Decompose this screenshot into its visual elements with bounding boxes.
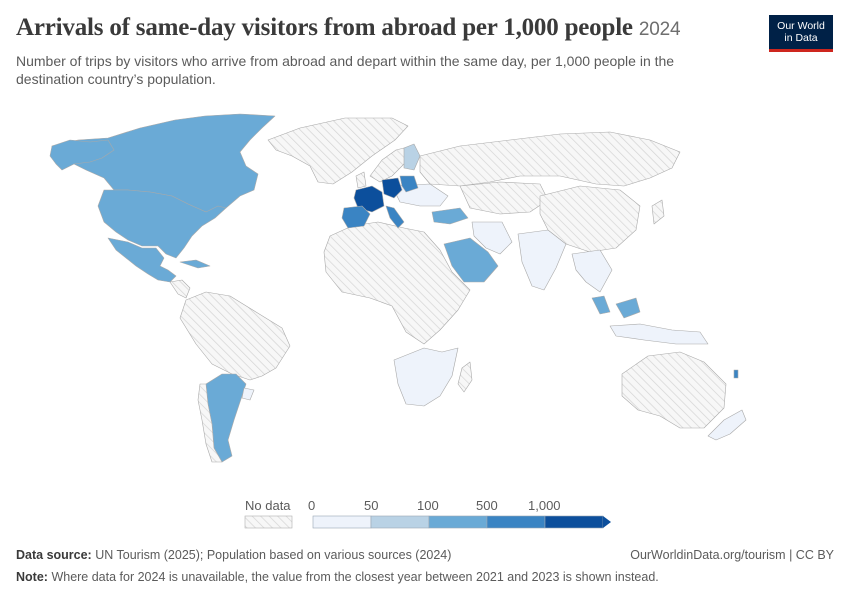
- region-africa-south[interactable]: [393, 347, 459, 407]
- region-turkey[interactable]: [431, 207, 469, 225]
- legend-arrow: [603, 516, 611, 528]
- region-finland[interactable]: [403, 143, 421, 171]
- region-fiji[interactable]: [733, 369, 739, 379]
- legend-tick-2: 100: [417, 498, 439, 513]
- legend-no-data-label: No data: [245, 498, 291, 513]
- chart-title: Arrivals of same-day visitors from abroa…: [16, 14, 681, 42]
- title-year: 2024: [638, 19, 681, 40]
- footer-site-link[interactable]: OurWorldinData.org/tourism | CC BY: [630, 548, 834, 562]
- region-russia[interactable]: [419, 131, 681, 187]
- region-uruguay[interactable]: [241, 387, 255, 401]
- legend-tick-4: 1,000: [528, 498, 561, 513]
- note-text: Where data for 2024 is unavailable, the …: [51, 570, 659, 584]
- chart-subtitle: Number of trips by visitors who arrive f…: [16, 53, 675, 87]
- region-madagascar[interactable]: [457, 361, 473, 393]
- region-uk[interactable]: [355, 171, 367, 189]
- region-alaska[interactable]: [49, 139, 115, 171]
- region-saudi-arabia[interactable]: [443, 237, 499, 283]
- legend-bin-3: [486, 515, 546, 529]
- region-poland[interactable]: [399, 175, 419, 193]
- region-spain[interactable]: [341, 205, 371, 229]
- region-central-asia[interactable]: [459, 181, 549, 215]
- owid-logo[interactable]: Our World in Data: [769, 15, 833, 52]
- source-label: Data source:: [16, 548, 92, 562]
- logo-line-1: Our World: [777, 20, 825, 32]
- world-map: [49, 113, 747, 463]
- note-label: Note:: [16, 570, 48, 584]
- region-france[interactable]: [353, 185, 385, 213]
- legend-tick-0: 0: [308, 498, 316, 513]
- region-united-states[interactable]: [97, 189, 227, 259]
- region-china[interactable]: [539, 185, 641, 253]
- region-chile[interactable]: [197, 383, 223, 463]
- legend-tick-1: 50: [364, 498, 379, 513]
- legend-bin-0: [312, 515, 372, 529]
- footer-note: Note: Where data for 2024 is unavailable…: [16, 570, 659, 584]
- region-greenland[interactable]: [267, 117, 409, 185]
- region-italy[interactable]: [385, 205, 405, 229]
- region-southeast-asia[interactable]: [571, 249, 613, 293]
- region-india[interactable]: [517, 229, 567, 291]
- region-mexico[interactable]: [107, 237, 177, 283]
- region-canada[interactable]: [51, 113, 276, 213]
- logo-line-2: in Data: [784, 32, 818, 44]
- region-indonesia[interactable]: [609, 323, 709, 345]
- legend-bin-4: [544, 515, 604, 529]
- legend-tick-3: 500: [476, 498, 498, 513]
- legend-graphic: [244, 515, 611, 529]
- region-new-zealand[interactable]: [707, 409, 747, 441]
- region-africa-north[interactable]: [323, 221, 471, 345]
- region-malaysia-borneo[interactable]: [615, 297, 641, 319]
- region-south-america[interactable]: [179, 291, 291, 381]
- region-australia[interactable]: [621, 351, 727, 429]
- source-text: UN Tourism (2025); Population based on v…: [95, 548, 452, 562]
- region-germany[interactable]: [381, 177, 403, 199]
- footer-source: Data source: UN Tourism (2025); Populati…: [16, 548, 451, 562]
- region-iran[interactable]: [471, 221, 513, 255]
- title-text: Arrivals of same-day visitors from abroa…: [16, 14, 633, 41]
- region-cuba[interactable]: [179, 259, 211, 269]
- legend-bin-2: [428, 515, 488, 529]
- region-malaysia[interactable]: [591, 295, 611, 315]
- region-central-america[interactable]: [169, 279, 191, 299]
- legend-bin-1: [370, 515, 430, 529]
- legend-no-data-swatch: [244, 515, 293, 529]
- region-japan[interactable]: [651, 199, 665, 225]
